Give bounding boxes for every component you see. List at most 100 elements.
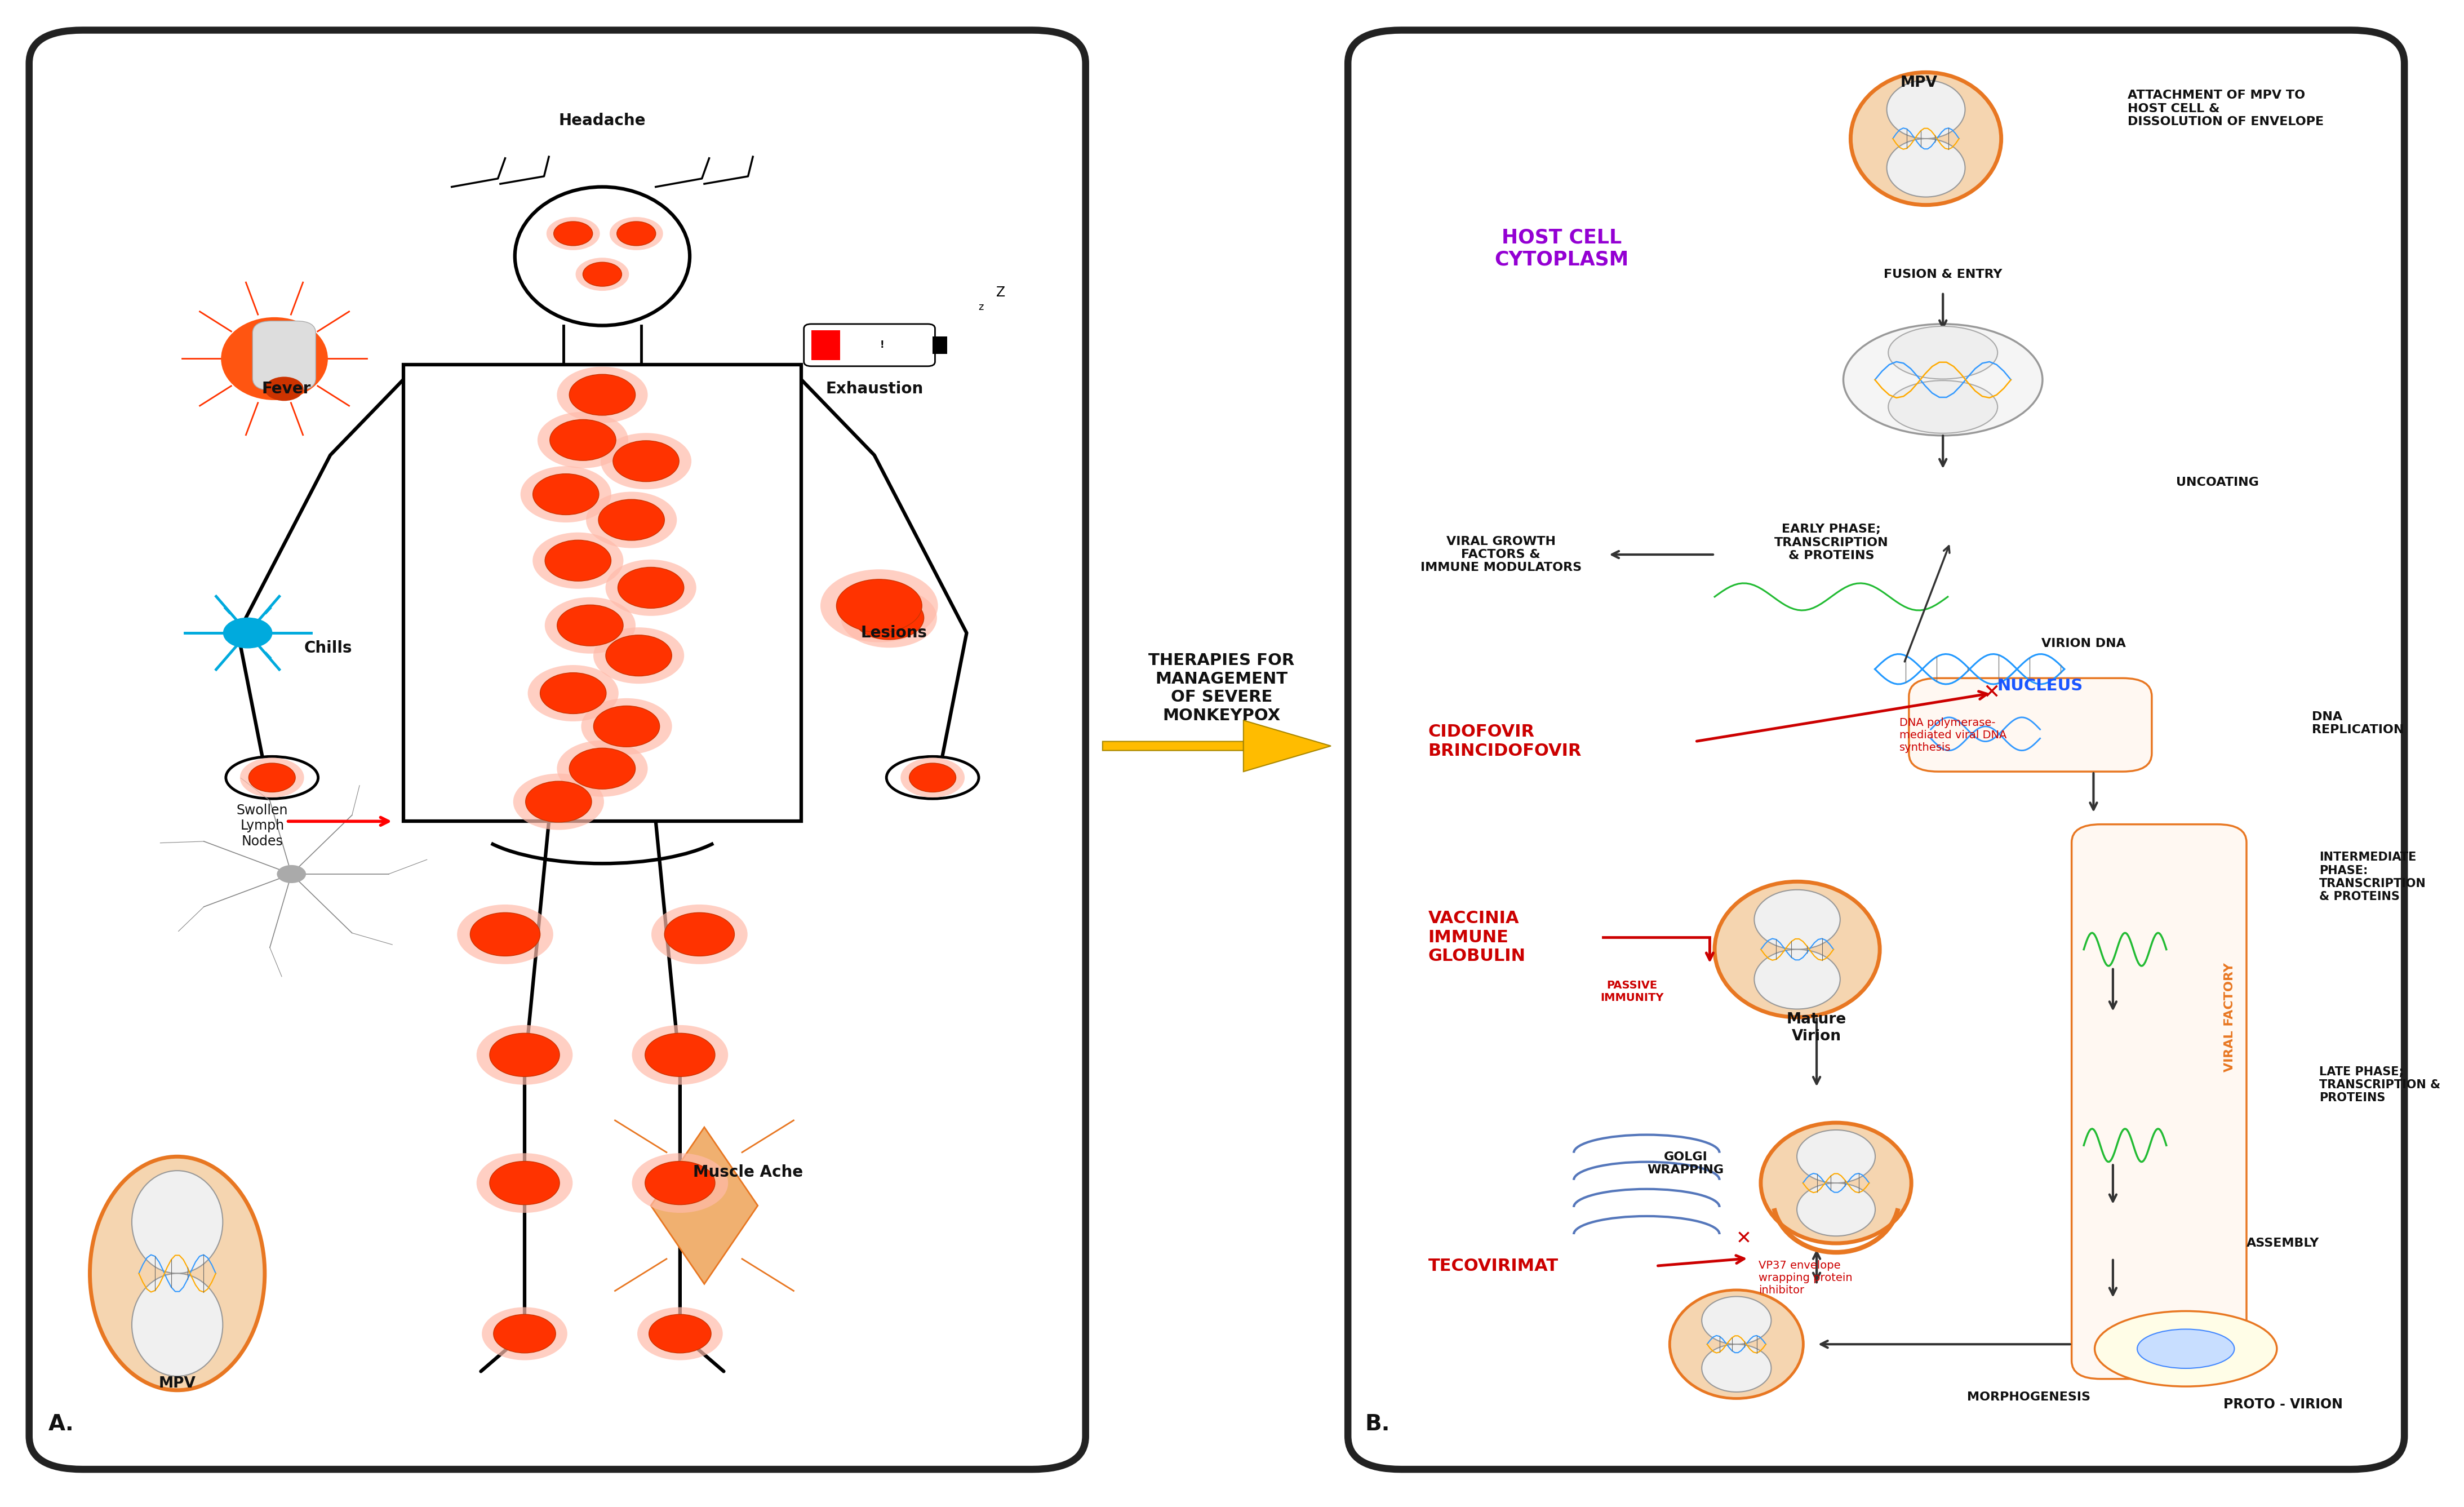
Ellipse shape — [631, 1025, 727, 1085]
Ellipse shape — [493, 1314, 557, 1353]
Ellipse shape — [631, 1153, 727, 1213]
Text: ✕: ✕ — [1735, 1230, 1752, 1248]
Text: INTERMEDIATE
PHASE:
TRANSCRIPTION
& PROTEINS: INTERMEDIATE PHASE: TRANSCRIPTION & PROT… — [2319, 851, 2427, 903]
Ellipse shape — [1843, 324, 2043, 436]
Polygon shape — [650, 1127, 759, 1284]
Ellipse shape — [2094, 1311, 2277, 1386]
Ellipse shape — [1754, 889, 1841, 949]
FancyBboxPatch shape — [30, 30, 1087, 1469]
Ellipse shape — [586, 491, 678, 549]
Ellipse shape — [599, 499, 665, 541]
Ellipse shape — [557, 366, 648, 423]
Ellipse shape — [909, 763, 956, 793]
Ellipse shape — [1887, 139, 1966, 197]
Ellipse shape — [476, 1025, 572, 1085]
Bar — [404, 365, 801, 821]
Ellipse shape — [547, 217, 599, 250]
Ellipse shape — [557, 604, 623, 647]
Ellipse shape — [89, 1157, 264, 1389]
Ellipse shape — [545, 597, 636, 654]
FancyBboxPatch shape — [803, 324, 934, 366]
Text: EARLY PHASE;
TRANSCRIPTION
& PROTEINS: EARLY PHASE; TRANSCRIPTION & PROTEINS — [1774, 524, 1887, 561]
Ellipse shape — [1703, 1344, 1772, 1392]
Text: PROTO - VIRION: PROTO - VIRION — [2223, 1398, 2343, 1411]
Text: LATE PHASE;
TRANSCRIPTION &
PROTEINS: LATE PHASE; TRANSCRIPTION & PROTEINS — [2319, 1067, 2442, 1103]
Ellipse shape — [227, 757, 318, 799]
Ellipse shape — [646, 1162, 715, 1204]
Text: GOLGI
WRAPPING: GOLGI WRAPPING — [1646, 1151, 1725, 1175]
Text: Z: Z — [995, 286, 1005, 298]
Ellipse shape — [1887, 380, 1998, 434]
Ellipse shape — [1754, 949, 1841, 1010]
Ellipse shape — [532, 532, 623, 589]
Text: A.: A. — [49, 1414, 74, 1435]
Text: ATTACHMENT OF MPV TO
HOST CELL &
DISSOLUTION OF ENVELOPE: ATTACHMENT OF MPV TO HOST CELL & DISSOLU… — [2126, 90, 2324, 127]
Ellipse shape — [554, 222, 591, 246]
Ellipse shape — [532, 473, 599, 515]
Text: DNA
REPLICATION: DNA REPLICATION — [2311, 711, 2405, 735]
Text: Headache: Headache — [559, 113, 646, 128]
Ellipse shape — [1796, 1183, 1875, 1236]
Text: VIRAL FACTORY: VIRAL FACTORY — [2225, 963, 2235, 1071]
Text: MORPHOGENESIS: MORPHOGENESIS — [1966, 1391, 2089, 1403]
Text: MPV: MPV — [158, 1376, 195, 1391]
Ellipse shape — [618, 567, 685, 609]
Text: UNCOATING: UNCOATING — [2176, 476, 2259, 488]
Ellipse shape — [1715, 882, 1880, 1017]
FancyBboxPatch shape — [1910, 678, 2151, 772]
Ellipse shape — [638, 1307, 722, 1361]
Text: VIRAL GROWTH
FACTORS &
IMMUNE MODULATORS: VIRAL GROWTH FACTORS & IMMUNE MODULATORS — [1419, 536, 1582, 573]
Text: MPV: MPV — [1900, 75, 1937, 90]
Ellipse shape — [537, 411, 628, 469]
Ellipse shape — [609, 217, 663, 250]
Ellipse shape — [239, 758, 303, 797]
Text: THERAPIES FOR
MANAGEMENT
OF SEVERE
MONKEYPOX: THERAPIES FOR MANAGEMENT OF SEVERE MONKE… — [1148, 653, 1294, 723]
Text: ASSEMBLY: ASSEMBLY — [2247, 1237, 2319, 1249]
Ellipse shape — [490, 1034, 559, 1076]
Text: z: z — [978, 303, 983, 312]
Ellipse shape — [133, 1273, 222, 1376]
FancyBboxPatch shape — [1348, 30, 2405, 1469]
Ellipse shape — [133, 1171, 222, 1273]
Ellipse shape — [540, 672, 606, 714]
Ellipse shape — [513, 773, 604, 830]
Ellipse shape — [616, 222, 655, 246]
Ellipse shape — [471, 913, 540, 955]
Ellipse shape — [594, 705, 660, 747]
Ellipse shape — [1671, 1290, 1804, 1398]
Ellipse shape — [582, 698, 673, 755]
Ellipse shape — [2136, 1329, 2235, 1368]
Text: Fever: Fever — [261, 381, 310, 396]
Text: VIRION DNA: VIRION DNA — [2043, 637, 2126, 650]
Ellipse shape — [264, 377, 303, 401]
Ellipse shape — [840, 588, 936, 648]
Ellipse shape — [648, 1314, 712, 1353]
Ellipse shape — [549, 419, 616, 461]
Ellipse shape — [1796, 1130, 1875, 1183]
Polygon shape — [1101, 720, 1331, 772]
Ellipse shape — [1762, 1123, 1912, 1243]
Text: TECOVIRIMAT: TECOVIRIMAT — [1429, 1258, 1557, 1273]
Ellipse shape — [594, 627, 685, 684]
Ellipse shape — [525, 781, 591, 823]
Text: CIDOFOVIR
BRINCIDOFOVIR: CIDOFOVIR BRINCIDOFOVIR — [1429, 723, 1582, 760]
Text: VACCINIA
IMMUNE
GLOBULIN: VACCINIA IMMUNE GLOBULIN — [1429, 910, 1525, 964]
Ellipse shape — [545, 540, 611, 582]
Ellipse shape — [520, 466, 611, 523]
Bar — [811, 330, 840, 360]
Ellipse shape — [584, 262, 621, 286]
Ellipse shape — [476, 1153, 572, 1213]
Text: DNA polymerase-
mediated viral DNA
synthesis: DNA polymerase- mediated viral DNA synth… — [1900, 717, 2006, 754]
Ellipse shape — [569, 374, 636, 416]
Ellipse shape — [601, 433, 692, 490]
Text: ✕: ✕ — [1984, 684, 2001, 702]
Ellipse shape — [456, 904, 554, 964]
Text: Muscle Ache: Muscle Ache — [692, 1165, 803, 1180]
Ellipse shape — [1887, 80, 1966, 139]
Text: Lesions: Lesions — [860, 625, 926, 640]
Text: PASSIVE
IMMUNITY: PASSIVE IMMUNITY — [1599, 980, 1663, 1004]
Ellipse shape — [557, 740, 648, 797]
Ellipse shape — [483, 1307, 567, 1361]
Ellipse shape — [606, 559, 697, 616]
Ellipse shape — [577, 258, 628, 291]
